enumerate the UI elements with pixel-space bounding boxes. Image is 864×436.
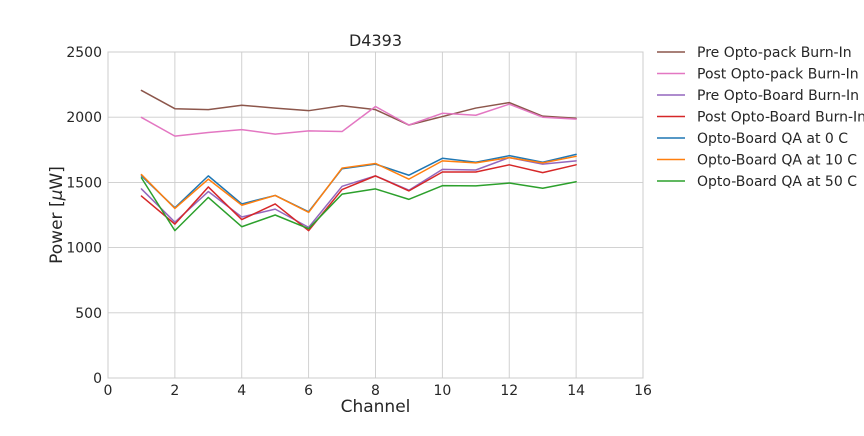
series-lines [140,89,577,232]
legend-item: Opto-Board QA at 0 C [657,131,848,147]
plot-frame [107,51,644,379]
x-tick-label: 10 [433,383,451,399]
legend-item: Pre Opto-Board Burn-In [657,88,859,104]
chart-title: D4393 [349,31,402,50]
legend-label: Post Opto-pack Burn-In [697,67,859,83]
legend: Pre Opto-pack Burn-In Post Opto-pack Burn… [657,45,864,190]
grid [107,51,644,379]
x-tick-labels: 0 2 4 6 8 10 12 14 16 [104,383,652,399]
y-tick-label: 2500 [66,45,102,61]
y-tick-labels: 0 500 1000 1500 2000 2500 [66,45,102,387]
legend-label: Post Opto-Board Burn-In [697,110,864,126]
legend-label: Pre Opto-Board Burn-In [697,88,859,104]
y-tick-label: 0 [93,371,102,387]
legend-item: Opto-Board QA at 10 C [657,153,857,169]
x-tick-label: 4 [237,383,246,399]
series-line [140,156,577,229]
y-axis-title-suffix: W] [47,166,67,189]
x-tick-label: 2 [170,383,179,399]
legend-item: Opto-Board QA at 50 C [657,174,857,190]
x-tick-label: 16 [634,383,652,399]
series-line [140,164,577,232]
x-tick-label: 8 [371,383,380,399]
series-line [140,103,577,137]
y-tick-label: 2000 [66,110,102,126]
legend-item: Pre Opto-pack Burn-In [657,45,852,61]
legend-label: Opto-Board QA at 50 C [697,174,857,190]
x-tick-label: 14 [567,383,585,399]
legend-label: Opto-Board QA at 10 C [697,153,857,169]
series-line [140,155,577,214]
y-tick-label: 1500 [66,175,102,191]
x-tick-label: 0 [104,383,113,399]
legend-label: Opto-Board QA at 0 C [697,131,848,147]
x-tick-label: 6 [304,383,313,399]
legend-item: Post Opto-Board Burn-In [657,110,864,126]
y-tick-label: 500 [75,306,102,322]
legend-label: Pre Opto-pack Burn-In [697,45,852,61]
y-axis-title-mu: μ [47,189,67,201]
series-line [140,177,577,232]
x-tick-label: 12 [500,383,518,399]
y-tick-label: 1000 [66,241,102,257]
legend-item: Post Opto-pack Burn-In [657,67,859,83]
y-axis-title: Power [μW] [47,166,67,264]
series-line [140,89,577,126]
y-axis-title-prefix: Power [ [47,200,67,263]
x-axis-title: Channel [341,397,411,417]
